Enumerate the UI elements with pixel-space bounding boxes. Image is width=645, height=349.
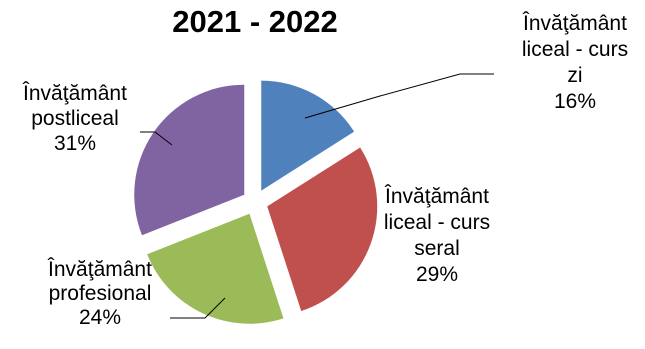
data-label-line: seral — [414, 237, 460, 260]
pie-slice-i-nva-t-a-ma-nt-liceal-curs-seral — [267, 147, 378, 312]
data-label-percent: 16% — [554, 90, 596, 113]
data-label-line: liceal - curs — [384, 211, 490, 234]
data-label-line: Învăţământ — [384, 185, 489, 208]
pie-slice-i-nva-t-a-ma-nt-profesional — [147, 213, 284, 324]
data-labels: Învăţământ liceal - curs zi 16% Învăţământ li… — [22, 12, 628, 329]
data-label-i-nva-t-a-ma-nt-postliceal: Învăţământ postliceal 31% — [22, 82, 127, 155]
pie-slice-i-nva-t-a-ma-nt-postliceal — [134, 84, 245, 236]
pie-slice-i-nva-t-a-ma-nt-liceal-curs-zi — [261, 80, 355, 191]
leader-line-i-nva-t-a-ma-nt-postliceal — [140, 131, 173, 146]
leader-lines — [140, 73, 494, 319]
data-label-line: zi — [567, 64, 582, 87]
data-label-line: Învăţământ — [22, 82, 127, 105]
data-label-i-nva-t-a-ma-nt-liceal-curs-seral: Învăţământ liceal - curs seral 29% — [384, 185, 490, 286]
chart-title: 2021 - 2022 — [172, 4, 337, 39]
pie-slices — [134, 80, 378, 324]
data-label-line: Învăţământ — [47, 258, 152, 281]
data-label-line: profesional — [49, 282, 152, 305]
data-label-percent: 29% — [416, 263, 458, 286]
data-label-percent: 24% — [79, 306, 121, 329]
leader-line-i-nva-t-a-ma-nt-liceal-curs-zi — [304, 73, 494, 119]
data-label-line: Învăţământ — [522, 12, 627, 35]
data-label-i-nva-t-a-ma-nt-liceal-curs-zi: Învăţământ liceal - curs zi 16% — [522, 12, 628, 113]
data-label-line: postliceal — [31, 107, 119, 130]
leader-line-i-nva-t-a-ma-nt-profesional — [170, 297, 226, 319]
data-label-line: liceal - curs — [522, 38, 628, 61]
data-label-i-nva-t-a-ma-nt-profesional: Învăţământ profesional 24% — [47, 258, 152, 329]
data-label-percent: 31% — [54, 132, 96, 155]
